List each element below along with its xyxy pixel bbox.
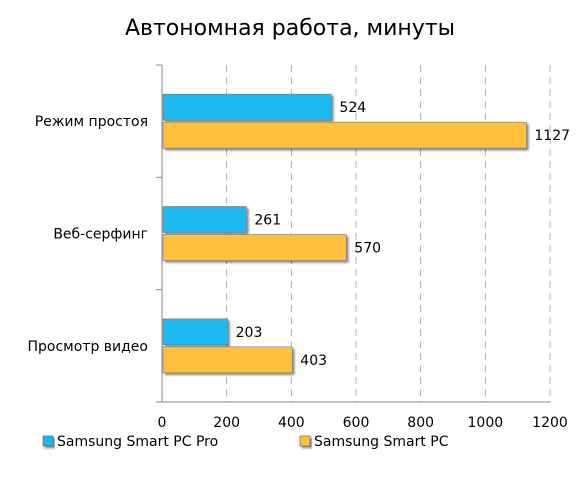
x-tick-labels: 0 200 400 600 800 1000 1200: [158, 415, 568, 431]
category-label: Режим простоя: [35, 114, 148, 130]
axes: [156, 64, 550, 403]
bar: [162, 121, 527, 149]
bar: [162, 346, 293, 374]
category-label: Веб-серфинг: [53, 227, 148, 243]
bar: [162, 206, 247, 233]
data-label: 1127: [534, 128, 570, 144]
chart-title: Автономная работа, минуты: [125, 16, 455, 41]
data-label: 524: [339, 100, 366, 116]
data-label: 261: [254, 213, 281, 229]
category-label: Просмотр видео: [27, 339, 148, 355]
x-tick-label: 600: [343, 415, 370, 431]
grid: [226, 65, 551, 402]
legend-label: Samsung Smart PC: [314, 434, 449, 450]
bar: [162, 234, 347, 261]
bar: [162, 93, 332, 121]
legend-label: Samsung Smart PC Pro: [57, 434, 218, 450]
data-label: 203: [236, 325, 263, 341]
x-tick-label: 1000: [468, 415, 504, 431]
legend-swatch: [42, 435, 54, 447]
x-tick-label: 1200: [532, 415, 568, 431]
x-tick-label: 400: [278, 415, 305, 431]
data-label: 570: [354, 241, 381, 257]
data-label: 403: [300, 353, 327, 369]
legend: Samsung Smart PC Pro Samsung Smart PC: [42, 434, 449, 450]
x-tick-label: 800: [407, 415, 434, 431]
category-labels: Режим простоя Веб-серфинг Просмотр видео: [27, 114, 148, 355]
x-tick-label: 0: [158, 415, 167, 431]
bars: 524 1127 261 570 203 403: [162, 93, 570, 374]
legend-swatch: [299, 435, 311, 447]
x-tick-label: 200: [213, 415, 240, 431]
bar: [162, 318, 228, 346]
